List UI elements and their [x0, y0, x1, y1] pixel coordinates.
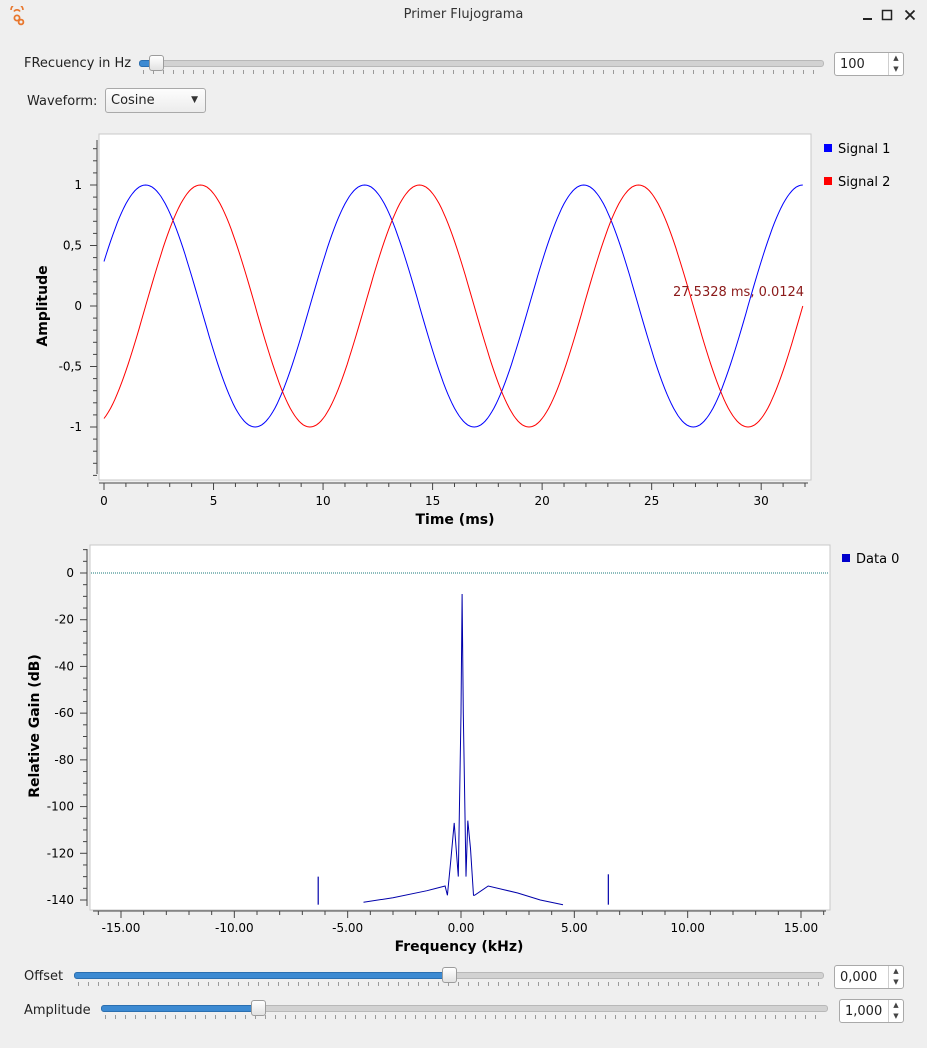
- y-tick-label: 0,5: [63, 239, 82, 253]
- time-ylabel: Amplitude: [35, 265, 51, 346]
- amplitude-slider[interactable]: [101, 999, 828, 1021]
- x-tick-label: 15.00: [784, 921, 818, 935]
- y-tick-label: -100: [47, 800, 74, 814]
- y-tick-label: -120: [47, 846, 74, 860]
- slider-handle[interactable]: [251, 1000, 266, 1016]
- maximize-button[interactable]: [879, 7, 895, 23]
- spin-arrows: ▲ ▼: [888, 966, 903, 988]
- waveform-combobox[interactable]: Cosine ▼: [105, 88, 206, 113]
- amplitude-label: Amplitude: [24, 1003, 91, 1018]
- spin-down-icon[interactable]: ▼: [893, 1012, 899, 1020]
- x-tick-label: 10: [315, 494, 330, 508]
- time-annotation: 27.5328 ms, 0.0124: [673, 285, 804, 300]
- x-tick-label: 25: [644, 494, 659, 508]
- spin-up-icon[interactable]: ▲: [893, 1001, 899, 1009]
- spin-down-icon[interactable]: ▼: [893, 65, 899, 73]
- offset-label: Offset: [24, 969, 64, 984]
- time-legend: Signal 1 Signal 2: [824, 142, 890, 190]
- time-plot[interactable]: 1 0,5 0 -0,5 -1 0 5 10 15 20 25 30 27.5328 ms, 0.0…: [0, 0, 927, 535]
- x-tick-label: -5.00: [332, 921, 363, 935]
- signal-1-line: [103, 184, 803, 428]
- slider-fill: [101, 1005, 259, 1012]
- slider-handle[interactable]: [442, 967, 457, 983]
- title-bar: Primer Flujograma: [0, 0, 927, 32]
- signal-2-line: [103, 184, 804, 428]
- x-tick-label: 0: [100, 494, 108, 508]
- y-tick-label: 0: [74, 299, 82, 313]
- close-button[interactable]: [902, 7, 918, 23]
- x-tick-label: 30: [754, 494, 769, 508]
- waveform-selected: Cosine: [111, 93, 155, 108]
- slider-ticks: [143, 70, 820, 74]
- x-tick-label: 5: [210, 494, 218, 508]
- amplitude-spinbox[interactable]: 1,000 ▲ ▼: [839, 999, 904, 1023]
- x-tick-label: 10.00: [670, 921, 704, 935]
- slider-fill: [74, 972, 450, 979]
- waveform-label: Waveform:: [27, 94, 98, 109]
- y-tick-label: -0,5: [59, 360, 82, 374]
- y-tick-label: 0: [66, 566, 74, 580]
- amplitude-value[interactable]: 1,000: [845, 1004, 883, 1019]
- offset-slider[interactable]: [74, 966, 824, 988]
- time-xlabel: Time (ms): [415, 512, 494, 528]
- data-0-line: [363, 593, 564, 906]
- chevron-down-icon: ▼: [191, 95, 198, 105]
- window-title: Primer Flujograma: [403, 7, 524, 22]
- legend-swatch-data-0: [842, 554, 850, 562]
- y-tick-label: -60: [54, 706, 74, 720]
- minimize-icon: [863, 18, 872, 20]
- spin-down-icon[interactable]: ▼: [893, 978, 899, 986]
- freq-legend: Data 0: [842, 552, 899, 567]
- slider-ticks: [105, 1015, 824, 1019]
- y-tick-label: -1: [70, 420, 82, 434]
- freq-plot-canvas[interactable]: [89, 544, 831, 911]
- y-tick-label: -80: [54, 753, 74, 767]
- y-tick-label: 1: [74, 178, 82, 192]
- y-tick-label: -140: [47, 893, 74, 907]
- offset-value[interactable]: 0,000: [840, 970, 878, 985]
- close-icon: [904, 9, 916, 21]
- frequency-value[interactable]: 100: [840, 57, 865, 72]
- freq-ylabel: Relative Gain (dB): [27, 654, 43, 798]
- spin-up-icon[interactable]: ▲: [893, 54, 899, 62]
- spin-up-icon[interactable]: ▲: [893, 967, 899, 975]
- spin-arrows: ▲ ▼: [888, 53, 903, 75]
- spin-arrows: ▲ ▼: [888, 1000, 903, 1022]
- legend-swatch-signal-2: [824, 177, 832, 185]
- legend-data-0[interactable]: Data 0: [856, 552, 899, 567]
- x-tick-label: -15.00: [102, 921, 141, 935]
- frequency-plot[interactable]: 0-20-40-60-80-100-120-140 -15.00 -10.00 -5…: [0, 0, 927, 960]
- legend-signal-2[interactable]: Signal 2: [838, 175, 890, 190]
- x-tick-label: 15: [425, 494, 440, 508]
- minimize-button[interactable]: [860, 7, 876, 23]
- time-plot-canvas[interactable]: [98, 133, 812, 481]
- x-tick-label: -10.00: [215, 921, 254, 935]
- freq-xlabel: Frequency (kHz): [395, 939, 524, 955]
- x-tick-label: 5.00: [561, 921, 588, 935]
- slider-ticks: [78, 982, 820, 986]
- x-tick-label: 0.00: [448, 921, 475, 935]
- maximize-icon: [881, 9, 893, 21]
- frequency-slider[interactable]: [139, 54, 824, 76]
- frequency-label: FRecuency in Hz: [24, 56, 132, 71]
- frequency-spinbox[interactable]: 100 ▲ ▼: [834, 52, 904, 76]
- x-tick-label: 20: [534, 494, 549, 508]
- legend-swatch-signal-1: [824, 144, 832, 152]
- legend-signal-1[interactable]: Signal 1: [838, 142, 890, 157]
- offset-spinbox[interactable]: 0,000 ▲ ▼: [834, 965, 904, 989]
- y-tick-label: -40: [54, 659, 74, 673]
- gnuradio-icon: [10, 6, 25, 26]
- y-tick-label: -20: [54, 613, 74, 627]
